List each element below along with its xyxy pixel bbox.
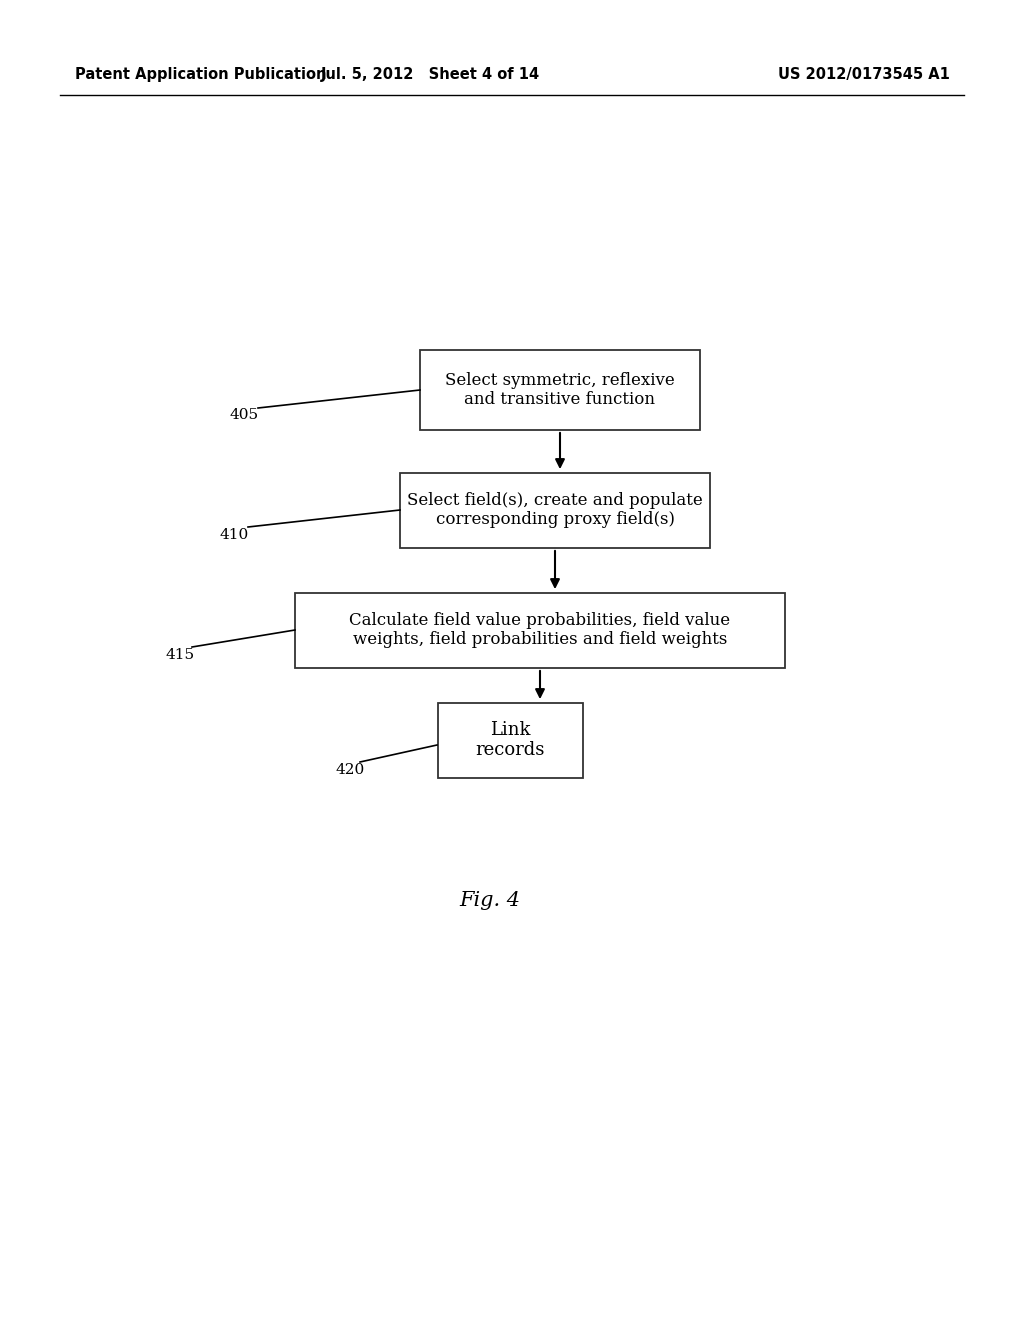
Text: Select field(s), create and populate
corresponding proxy field(s): Select field(s), create and populate cor…: [408, 492, 702, 528]
Text: Calculate field value probabilities, field value
weights, field probabilities an: Calculate field value probabilities, fie…: [349, 611, 730, 648]
Text: Jul. 5, 2012   Sheet 4 of 14: Jul. 5, 2012 Sheet 4 of 14: [321, 67, 540, 82]
Text: US 2012/0173545 A1: US 2012/0173545 A1: [778, 67, 950, 82]
Text: 405: 405: [230, 408, 259, 422]
Text: 415: 415: [165, 648, 195, 663]
Bar: [400, 473, 710, 548]
Bar: [437, 702, 583, 777]
Text: 410: 410: [220, 528, 249, 543]
Text: Patent Application Publication: Patent Application Publication: [75, 67, 327, 82]
Text: Link
records: Link records: [475, 721, 545, 759]
Text: 420: 420: [335, 763, 365, 777]
Text: Fig. 4: Fig. 4: [460, 891, 520, 909]
Bar: [295, 593, 785, 668]
Text: Select symmetric, reflexive
and transitive function: Select symmetric, reflexive and transiti…: [445, 372, 675, 408]
Bar: [420, 350, 700, 430]
